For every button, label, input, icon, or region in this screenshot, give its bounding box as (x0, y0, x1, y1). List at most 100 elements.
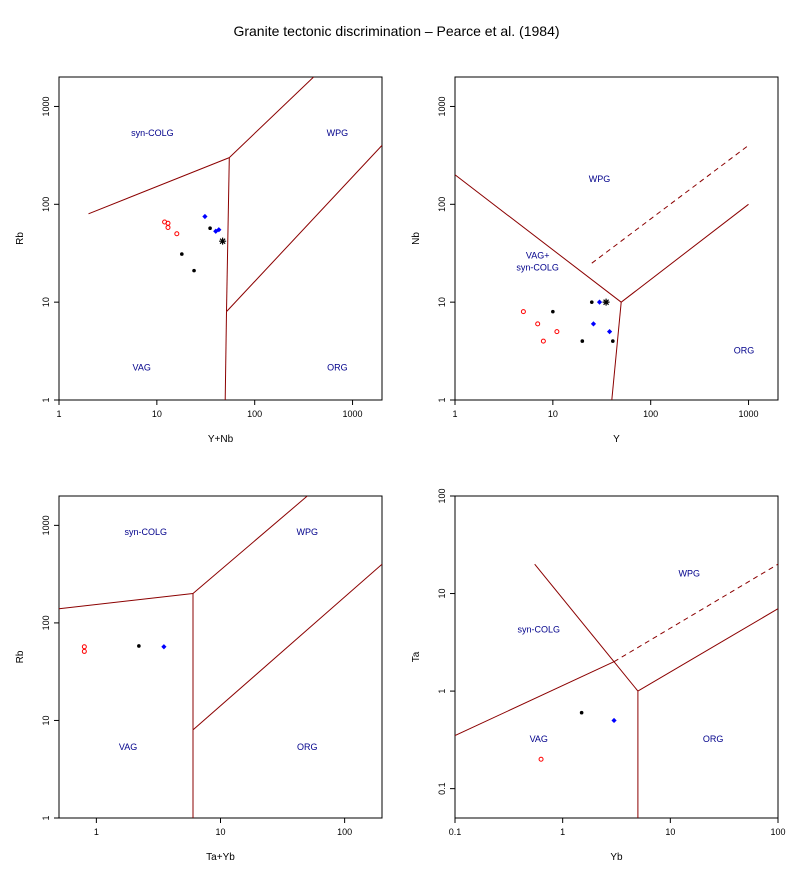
data-point-circle (520, 309, 526, 315)
x-tick-label: 100 (337, 827, 352, 837)
field-label: syn-COLG (516, 263, 559, 273)
field-label: VAG (530, 734, 548, 744)
x-tick-label: 100 (643, 409, 658, 419)
data-point-star (602, 298, 610, 306)
x-tick-label: 0.1 (449, 827, 462, 837)
x-axis-label: Ta+Yb (206, 852, 235, 863)
field-boundaries (88, 77, 382, 400)
data-point-diamond (596, 299, 603, 305)
x-tick-label: 1000 (739, 409, 759, 419)
field-label: syn-COLG (131, 128, 174, 138)
boundary-line (226, 157, 230, 312)
field-label: ORG (297, 742, 318, 752)
field-label: ORG (734, 345, 755, 355)
field-boundaries (455, 563, 778, 818)
y-tick-label: 100 (437, 197, 447, 212)
field-label: syn-COLG (125, 527, 168, 537)
boundary-line (611, 302, 622, 400)
x-tick-label: 10 (665, 827, 675, 837)
boundary-line (226, 145, 382, 312)
field-label: VAG (119, 742, 137, 752)
boundary-line (192, 563, 382, 731)
y-tick-label: 10 (41, 297, 51, 307)
field-label: WPG (297, 527, 319, 537)
plot-panels: 1 10 100 1000 1 10 100 1000 Y+Nb Rb syn-COLG WPG VAG… (15, 76, 786, 863)
data-point-dot (589, 300, 594, 304)
field-label: ORG (327, 363, 348, 373)
x-tick-label: 1 (560, 827, 565, 837)
data-point-dot (137, 644, 141, 648)
data-point-diamond (161, 644, 167, 650)
field-label: syn-COLG (518, 624, 561, 634)
y-axis-label: Rb (15, 232, 26, 245)
boundary-line (88, 157, 230, 215)
boundary-line (637, 608, 778, 692)
field-label: VAG (133, 363, 151, 373)
panel-p2: 1 10 100 1000 1 10 100 1000 Y Nb WPG VAG+ syn-COLG OR… (411, 76, 779, 445)
field-label: WPG (589, 174, 611, 184)
dashed-boundary-line (591, 145, 749, 264)
data-point-dot (551, 309, 555, 314)
y-tick-label: 1000 (437, 96, 447, 116)
y-axis-label: Ta (411, 651, 422, 662)
y-tick-label: 1 (437, 397, 447, 402)
y-tick-label: 10 (437, 589, 447, 599)
data-point-circle (538, 756, 544, 762)
y-tick-label: 1000 (41, 96, 51, 116)
x-tick-label: 1 (56, 409, 61, 419)
data-points (162, 213, 227, 273)
x-tick-label: 1000 (343, 409, 363, 419)
data-point-circle (81, 648, 87, 654)
x-tick-label: 10 (215, 827, 225, 837)
field-label: VAG+ (526, 250, 550, 260)
y-tick-label: 1 (41, 397, 51, 402)
y-tick-label: 100 (41, 197, 51, 212)
x-tick-label: 100 (770, 827, 785, 837)
boundary-line (613, 661, 639, 692)
boundary-line (192, 496, 308, 594)
data-point-dot (208, 226, 212, 230)
data-point-diamond (202, 213, 208, 220)
data-point-diamond (216, 227, 222, 233)
data-point-dot (611, 339, 615, 343)
x-tick-label: 1 (94, 827, 99, 837)
field-label: ORG (703, 734, 724, 744)
y-tick-label: 10 (437, 297, 447, 307)
boundary-line (455, 174, 622, 303)
data-point-dot (192, 268, 196, 273)
data-point-circle (81, 644, 87, 650)
boundary-line (534, 563, 615, 663)
y-tick-label: 100 (437, 488, 447, 503)
data-point-diamond (611, 717, 617, 724)
data-point-diamond (606, 329, 613, 335)
data-points (81, 644, 167, 654)
panel-p4: 0.1 1 10 100 0.1 1 10 100 Yb Ta WPG syn-COLG VAG ORG (411, 488, 786, 863)
data-point-circle (554, 329, 560, 335)
boundary-line (59, 593, 194, 610)
data-point-circle (174, 231, 180, 237)
plot-frame (454, 76, 779, 401)
boundary-line (228, 77, 314, 158)
dashed-boundary-line (613, 563, 778, 663)
x-axis-label: Y+Nb (208, 434, 234, 445)
data-point-circle (540, 338, 546, 344)
boundary-line (224, 311, 227, 400)
boundary-line (620, 203, 749, 303)
y-tick-label: 1 (437, 689, 447, 694)
y-tick-label: 10 (41, 715, 51, 725)
panel-p3: 1 10 100 1 10 100 1000 Ta+Yb Rb syn-COLG WPG VAG ORG (15, 495, 383, 863)
panel-p1: 1 10 100 1000 1 10 100 1000 Y+Nb Rb syn-COLG WPG VAG… (15, 76, 383, 445)
data-point-circle (535, 321, 541, 327)
y-tick-label: 1000 (41, 515, 51, 535)
x-tick-label: 10 (152, 409, 162, 419)
x-tick-label: 1 (452, 409, 457, 419)
field-boundaries (455, 145, 749, 400)
figure-title: Granite tectonic discrimination – Pearce… (233, 23, 559, 39)
data-point-star (219, 237, 227, 245)
x-tick-label: 100 (247, 409, 262, 419)
data-point-dot (580, 339, 585, 343)
boundary-line (455, 661, 615, 737)
data-point-dot (180, 252, 184, 256)
plot-frame (58, 495, 383, 819)
